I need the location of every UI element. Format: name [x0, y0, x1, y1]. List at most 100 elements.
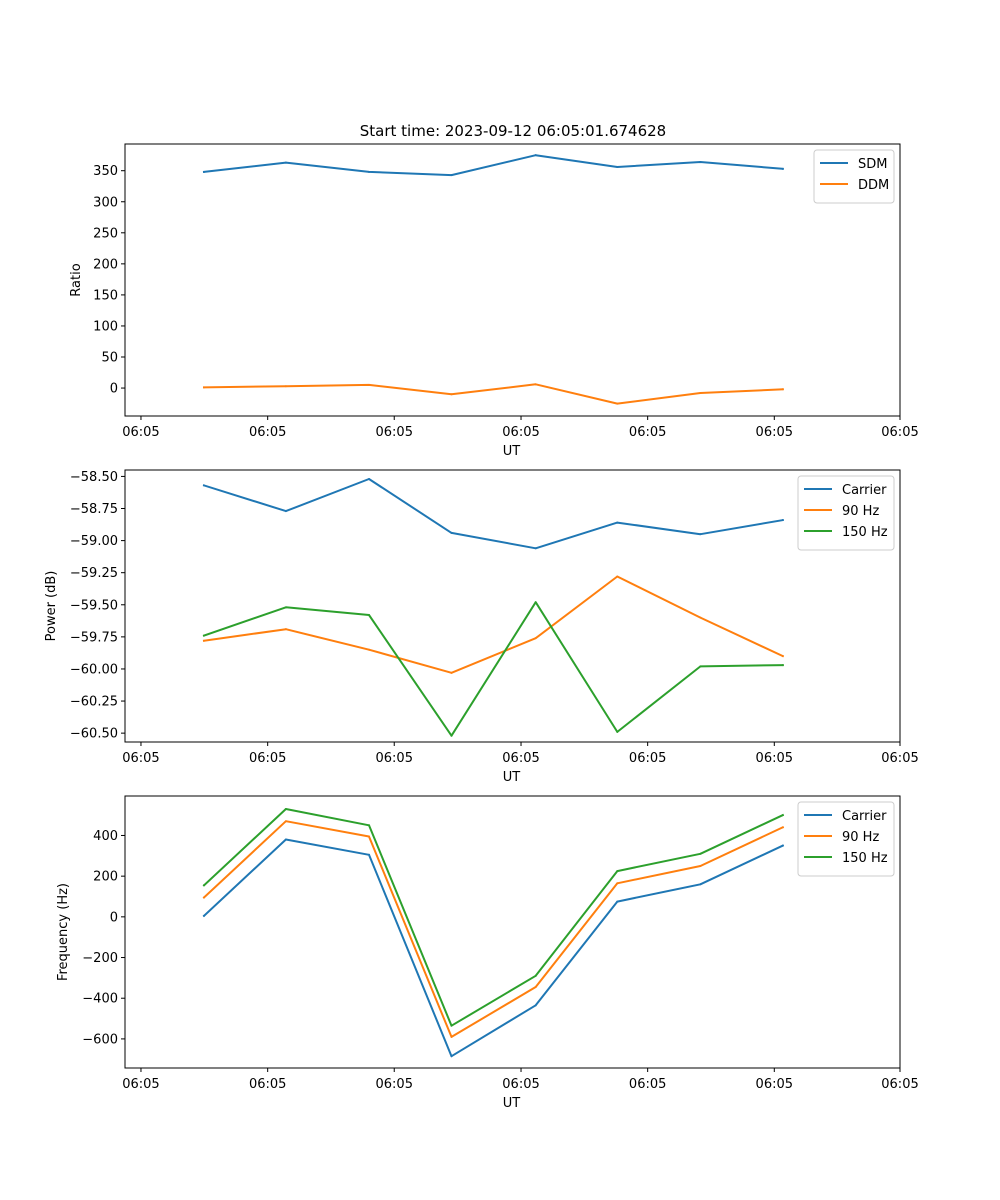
- data-point: [699, 665, 702, 668]
- y-tick-label: −60.50: [70, 727, 118, 742]
- data-point: [284, 606, 287, 609]
- y-tick-label: 400: [93, 829, 118, 844]
- data-point: [781, 655, 784, 658]
- data-point: [450, 1035, 453, 1038]
- data-point: [534, 637, 537, 640]
- x-tick-label: 06:05: [756, 751, 793, 766]
- x-axis-label: UT: [503, 770, 521, 785]
- y-tick-label: −58.50: [70, 470, 118, 485]
- x-tick-label: 06:05: [249, 1077, 286, 1092]
- legend: SDM DDM: [813, 149, 895, 204]
- data-point: [781, 519, 784, 522]
- data-point: [699, 864, 702, 867]
- legend-label: SDM: [858, 157, 887, 172]
- data-point: [616, 575, 619, 578]
- data-point: [781, 388, 784, 391]
- data-point: [450, 1055, 453, 1058]
- y-tick-label: 0: [110, 910, 118, 925]
- data-point: [284, 510, 287, 513]
- y-tick-label: −60.00: [70, 662, 118, 677]
- y-tick-label: 200: [93, 870, 118, 885]
- data-point: [202, 914, 205, 917]
- y-axis-label: Power (dB): [44, 571, 59, 642]
- series-line-150-hz: [202, 601, 784, 737]
- x-tick-label: 06:05: [629, 425, 666, 440]
- data-point: [284, 820, 287, 823]
- series-line-carrier: [202, 838, 785, 1058]
- chart-panel-3: 06:05 06:05 06:05 06:05 06:05 06:05 06:05 UT −60…: [56, 795, 919, 1111]
- data-point: [616, 882, 619, 885]
- data-point: [284, 161, 287, 164]
- y-tick-label: 350: [93, 164, 118, 179]
- x-tick-label: 06:05: [502, 751, 539, 766]
- data-point: [284, 628, 287, 631]
- data-point: [781, 844, 784, 847]
- data-point: [616, 870, 619, 873]
- legend-label: Carrier: [842, 483, 887, 498]
- axes-frame: [124, 143, 901, 417]
- y-tick-label: −59.00: [70, 534, 118, 549]
- x-tick-label: 06:05: [756, 425, 793, 440]
- data-point: [616, 521, 619, 524]
- data-point: [202, 386, 205, 389]
- y-tick-label: 0: [110, 382, 118, 397]
- legend: Carrier 90 Hz 150 Hz: [797, 475, 895, 551]
- x-tick-label: 06:05: [249, 751, 286, 766]
- data-point: [284, 385, 287, 388]
- figure-title: Start time: 2023-09-12 06:05:01.674628: [360, 122, 666, 140]
- data-point: [284, 808, 287, 811]
- legend-label: 150 Hz: [842, 525, 888, 540]
- legend-label: 150 Hz: [842, 851, 888, 866]
- data-point: [781, 664, 784, 667]
- data-point: [368, 170, 371, 173]
- x-axis-label: UT: [503, 1096, 521, 1111]
- data-point: [450, 734, 453, 737]
- x-tick-label: 06:05: [122, 425, 159, 440]
- x-tick-label: 06:05: [249, 425, 286, 440]
- data-point: [284, 838, 287, 841]
- y-tick-label: 100: [93, 319, 118, 334]
- axes-frame: [124, 795, 901, 1069]
- data-point: [450, 1024, 453, 1027]
- data-point: [368, 835, 371, 838]
- x-tick-label: 06:05: [376, 1077, 413, 1092]
- data-point: [368, 824, 371, 827]
- data-point: [368, 383, 371, 386]
- data-point: [781, 814, 784, 817]
- y-tick-label: −58.75: [70, 502, 118, 517]
- data-point: [450, 393, 453, 396]
- legend-label: DDM: [858, 178, 889, 193]
- axes-frame: [124, 469, 901, 743]
- data-point: [534, 154, 537, 157]
- data-point: [368, 614, 371, 617]
- y-tick-label: 250: [93, 226, 118, 241]
- data-point: [699, 616, 702, 619]
- y-tick-label: −200: [82, 951, 118, 966]
- data-point: [781, 826, 784, 829]
- data-point: [699, 533, 702, 536]
- data-point: [368, 477, 371, 480]
- x-tick-label: 06:05: [629, 751, 666, 766]
- data-point: [202, 170, 205, 173]
- data-point: [534, 974, 537, 977]
- series-line-sdm: [202, 154, 784, 177]
- x-tick-label: 06:05: [376, 425, 413, 440]
- x-tick-label: 06:05: [881, 425, 918, 440]
- x-tick-label: 06:05: [122, 751, 159, 766]
- x-tick-label: 06:05: [122, 1077, 159, 1092]
- series-line-150-hz: [202, 808, 785, 1027]
- x-tick-label: 06:05: [629, 1077, 666, 1092]
- chart-panel-2: 06:05 06:05 06:05 06:05 06:05 06:05 06:05 UT −60…: [44, 469, 919, 785]
- data-point: [202, 634, 205, 637]
- data-point: [368, 853, 371, 856]
- x-tick-label: 06:05: [881, 1077, 918, 1092]
- y-axis-label: Frequency (Hz): [56, 883, 71, 981]
- legend-label: 90 Hz: [842, 830, 879, 845]
- data-point: [534, 547, 537, 550]
- x-axis-label: UT: [503, 444, 521, 459]
- data-point: [616, 900, 619, 903]
- x-tick-label: 06:05: [756, 1077, 793, 1092]
- y-tick-label: −59.75: [70, 630, 118, 645]
- data-point: [450, 531, 453, 534]
